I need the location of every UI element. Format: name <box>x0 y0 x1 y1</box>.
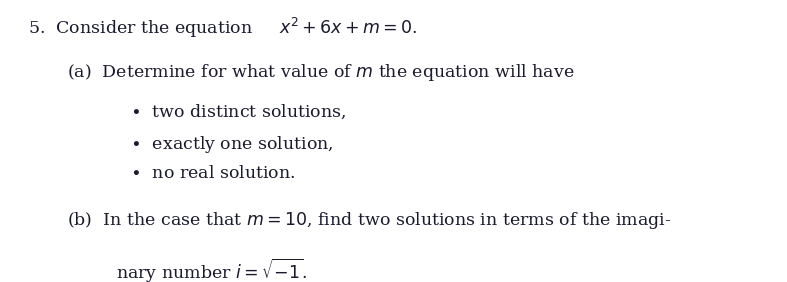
Text: nary number $i = \sqrt{-1}$.: nary number $i = \sqrt{-1}$. <box>116 257 308 282</box>
Text: (a)  Determine for what value of $m$ the equation will have: (a) Determine for what value of $m$ the … <box>67 62 575 83</box>
Text: 5.  Consider the equation     $x^2 + 6x + m = 0$.: 5. Consider the equation $x^2 + 6x + m =… <box>28 16 417 39</box>
Text: (b)  In the case that $m = 10$, find two solutions in terms of the imagi-: (b) In the case that $m = 10$, find two … <box>67 210 671 231</box>
Text: $\bullet$  two distinct solutions,: $\bullet$ two distinct solutions, <box>130 103 346 121</box>
Text: $\bullet$  exactly one solution,: $\bullet$ exactly one solution, <box>130 134 334 155</box>
Text: $\bullet$  no real solution.: $\bullet$ no real solution. <box>130 165 295 182</box>
